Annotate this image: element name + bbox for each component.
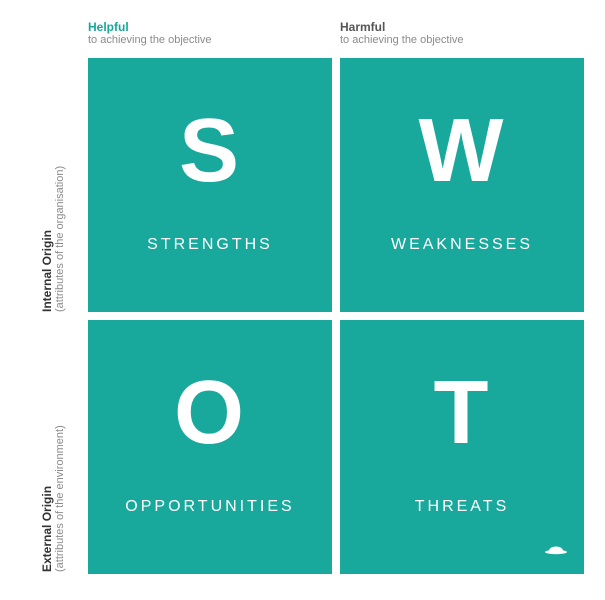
external-title: External Origin xyxy=(40,332,54,572)
tile-threats: T THREATS xyxy=(340,320,584,574)
tile-label: OPPORTUNITIES xyxy=(125,498,294,516)
tile-letter: W xyxy=(419,106,506,196)
harmful-sub: to achieving the objective xyxy=(340,34,580,46)
hat-icon xyxy=(544,541,568,560)
column-header-harmful: Harmful to achieving the objective xyxy=(340,20,580,46)
tile-letter: O xyxy=(174,368,246,458)
tile-label: WEAKNESSES xyxy=(391,236,533,254)
column-header-helpful: Helpful to achieving the objective xyxy=(88,20,328,46)
swot-diagram: Helpful to achieving the objective Harmf… xyxy=(0,0,605,600)
external-sub: (attributes of the environment) xyxy=(54,332,66,572)
tile-label: THREATS xyxy=(415,498,509,516)
internal-title: Internal Origin xyxy=(40,72,54,312)
tile-label: STRENGTHS xyxy=(147,236,273,254)
tile-weaknesses: W WEAKNESSES xyxy=(340,58,584,312)
internal-sub: (attributes of the organisation) xyxy=(54,72,66,312)
helpful-sub: to achieving the objective xyxy=(88,34,328,46)
helpful-title: Helpful xyxy=(88,20,328,34)
swot-grid: S STRENGTHS W WEAKNESSES O OPPORTUNITIES… xyxy=(88,58,584,574)
tile-strengths: S STRENGTHS xyxy=(88,58,332,312)
row-header-internal: Internal Origin (attributes of the organ… xyxy=(40,72,66,312)
tile-letter: S xyxy=(179,106,241,196)
tile-letter: T xyxy=(434,368,491,458)
tile-opportunities: O OPPORTUNITIES xyxy=(88,320,332,574)
row-header-external: External Origin (attributes of the envir… xyxy=(40,332,66,572)
harmful-title: Harmful xyxy=(340,20,580,34)
